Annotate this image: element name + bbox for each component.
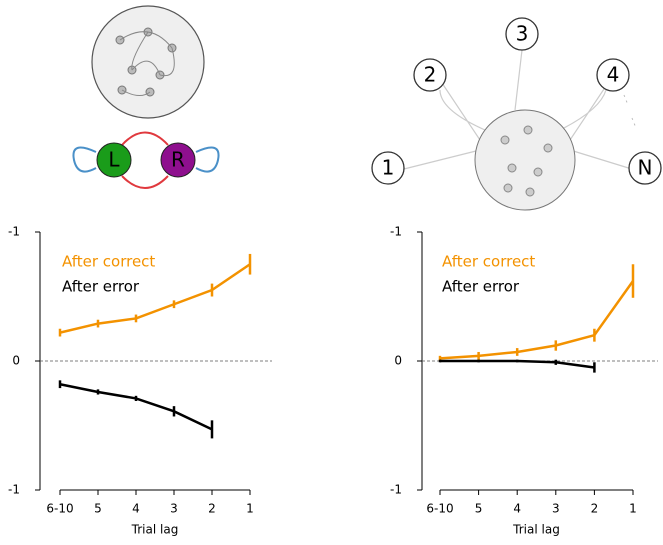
- self-loop: [73, 148, 96, 172]
- x-tick-label: 5: [94, 502, 102, 516]
- x-tick-label: 2: [208, 502, 216, 516]
- node-label: L: [108, 148, 120, 172]
- self-loop: [196, 148, 219, 172]
- left-diagram: L R: [73, 6, 218, 188]
- x-tick-label: 6-10: [46, 502, 73, 516]
- x-tick-label: 4: [132, 502, 140, 516]
- x-axis-label: Trial lag: [131, 523, 179, 537]
- network-circle: [475, 110, 575, 210]
- x-axis-label: Trial lag: [512, 523, 560, 537]
- node-label: N: [638, 156, 653, 180]
- y-tick-label: -1: [390, 225, 402, 239]
- y-tick-label: 0: [394, 354, 402, 368]
- legend-label: After error: [62, 278, 140, 296]
- y-tick-label: -1: [8, 225, 20, 239]
- legend-label: After correct: [442, 253, 535, 271]
- right-diagram: 1 2 3 4 N: [372, 18, 661, 210]
- x-tick-label: 3: [552, 502, 560, 516]
- y-tick-label: 0: [12, 354, 20, 368]
- series-line: [60, 384, 212, 429]
- network-circle: [92, 6, 204, 118]
- y-tick-label: -1: [390, 483, 402, 497]
- x-tick-label: 5: [475, 502, 483, 516]
- series-line: [60, 264, 250, 332]
- node-label: 1: [382, 156, 395, 180]
- x-tick-label: 1: [629, 502, 637, 516]
- x-tick-label: 2: [591, 502, 599, 516]
- x-tick-label: 3: [170, 502, 178, 516]
- figure: L R 1 2 3 4 N -1 0 -1 6-10 5 4 3 2 1 Trial lag Aft…: [0, 0, 663, 541]
- y-tick-label: -1: [8, 483, 20, 497]
- x-tick-label: 4: [513, 502, 521, 516]
- node-label: R: [171, 148, 185, 172]
- x-tick-label: 1: [246, 502, 254, 516]
- node-label: 3: [516, 22, 529, 46]
- legend-label: After error: [442, 278, 520, 296]
- x-tick-label: 6-10: [426, 502, 453, 516]
- node-label: 2: [424, 63, 437, 87]
- node-label: 4: [607, 63, 620, 87]
- legend-label: After correct: [62, 253, 155, 271]
- ellipsis: [624, 95, 636, 128]
